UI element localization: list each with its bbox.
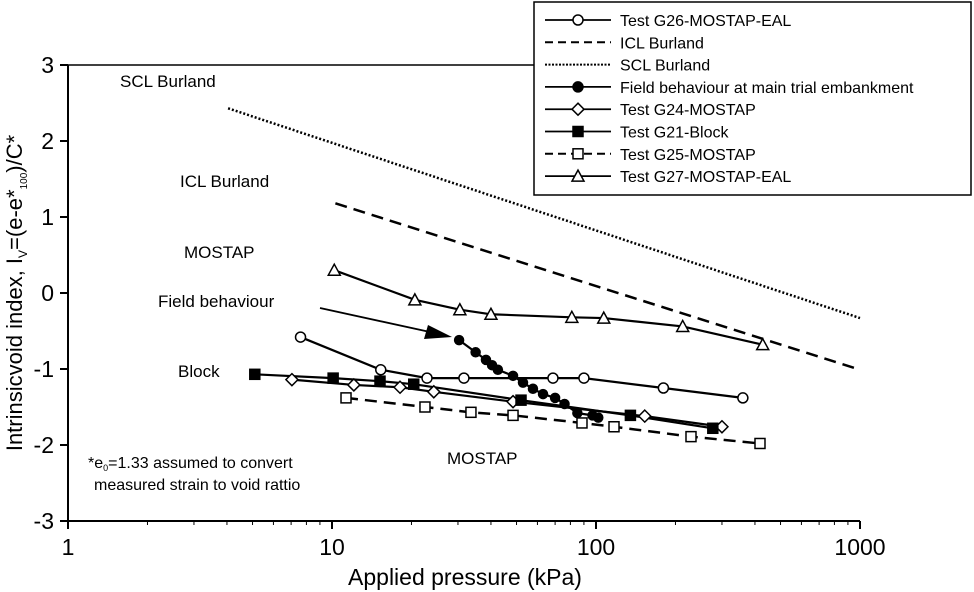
y-axis-label: Intrinsicvoid index, IV=(e-e*100)/C*: [2, 134, 30, 451]
data-point: [578, 372, 590, 384]
data-point: [327, 372, 339, 384]
series-line-0: [300, 336, 743, 399]
legend-marker: [570, 168, 586, 182]
y-tick-label: -1: [34, 356, 54, 382]
data-point: [452, 302, 468, 316]
legend-label: ICL Burland: [620, 35, 704, 52]
legend-label: Test G21-Block: [620, 125, 729, 142]
annotation-label: Field behaviour: [158, 292, 275, 311]
y-tick-label: 2: [41, 128, 54, 154]
data-point: [374, 375, 386, 387]
data-point: [340, 392, 352, 404]
data-point: [576, 417, 588, 429]
data-point: [507, 409, 519, 422]
legend: Test G26-MOSTAP-EAL ICL Burland SCL Burlan…: [533, 1, 972, 196]
data-point: [426, 384, 441, 399]
x-tick-label: 1000: [834, 534, 885, 560]
series-line-7: [333, 269, 763, 346]
data-point: [707, 422, 719, 435]
data-point: [453, 334, 465, 346]
legend-label: Test G26-MOSTAP-EAL: [620, 13, 791, 30]
data-point: [407, 292, 423, 306]
data-point: [392, 380, 408, 395]
y-tick-label: 3: [41, 52, 54, 78]
data-point: [419, 401, 431, 413]
data-point: [754, 437, 766, 450]
legend-label: SCL Burland: [620, 58, 710, 75]
y-tick-label: -2: [34, 432, 54, 458]
data-point: [517, 377, 529, 388]
y-tick-label: -3: [34, 508, 54, 534]
annotation-label: MOSTAP: [447, 449, 518, 468]
y-tick-label: 1: [41, 204, 54, 230]
data-point: [407, 378, 420, 390]
annotation-label: ICL Burland: [180, 172, 269, 191]
data-point: [675, 318, 690, 333]
data-point: [737, 392, 749, 404]
data-point: [559, 398, 570, 410]
data-point: [564, 309, 580, 324]
legend-label: Test G27-MOSTAP-EAL: [620, 169, 791, 186]
annotation-label: SCL Burland: [120, 72, 216, 91]
data-point: [284, 372, 299, 387]
legend-marker: [572, 14, 584, 26]
data-point: [421, 372, 433, 384]
data-point: [507, 370, 519, 382]
data-point: [515, 394, 527, 406]
legend-box: [533, 1, 972, 196]
legend-label: Field behaviour at main trial embankment: [620, 80, 914, 97]
x-tick-label: 100: [577, 534, 615, 560]
svg-text:*e0=1.33 assumed to convert: *e0=1.33 assumed to convert: [88, 455, 293, 473]
data-point: [593, 412, 604, 423]
y-tick-label: 0: [41, 280, 54, 306]
data-point: [294, 331, 307, 343]
data-point: [527, 383, 539, 395]
series-line-2: [227, 107, 861, 320]
data-point: [346, 377, 361, 393]
legend-label: Test G24-MOSTAP: [620, 102, 756, 119]
data-point: [637, 409, 652, 424]
data-point: [596, 310, 612, 324]
data-point: [327, 262, 342, 276]
x-tick-label: 10: [319, 534, 345, 560]
data-point: [608, 421, 620, 433]
data-point: [624, 409, 637, 422]
data-point: [483, 306, 499, 321]
annotation-label: MOSTAP: [184, 243, 255, 262]
data-point: [375, 364, 387, 376]
annotations: SCL Burland ICL Burland MOSTAP Field behavi…: [120, 72, 518, 468]
data-point: [547, 372, 559, 384]
data-point: [465, 406, 477, 419]
svg-text:measured strain to void rattio: measured strain to void rattio: [94, 477, 300, 494]
data-point: [537, 388, 549, 400]
data-point: [492, 364, 504, 376]
data-point: [470, 347, 481, 358]
footnote: *e0=1.33 assumed to convert measured str…: [88, 455, 300, 494]
data-point: [458, 372, 470, 384]
legend-marker: [572, 125, 584, 138]
x-tick-label: 1: [62, 534, 75, 560]
annotation-label: Block: [178, 362, 220, 381]
series-line-6: [345, 396, 761, 445]
legend-marker: [572, 148, 584, 160]
data-point: [549, 392, 561, 404]
arrow-line: [319, 307, 431, 333]
legend-label: Test G25-MOSTAP: [620, 147, 756, 164]
data-point: [657, 382, 670, 394]
x-axis-label: Applied pressure (kPa): [348, 564, 582, 590]
data-point: [249, 368, 261, 381]
data-point: [572, 407, 583, 419]
legend-marker: [572, 81, 584, 93]
data-point: [755, 337, 770, 351]
series-markers: [249, 262, 770, 450]
legend-marker: [570, 102, 586, 117]
series-line-1: [335, 202, 861, 371]
arrowhead: [424, 325, 452, 339]
data-point: [685, 430, 697, 443]
